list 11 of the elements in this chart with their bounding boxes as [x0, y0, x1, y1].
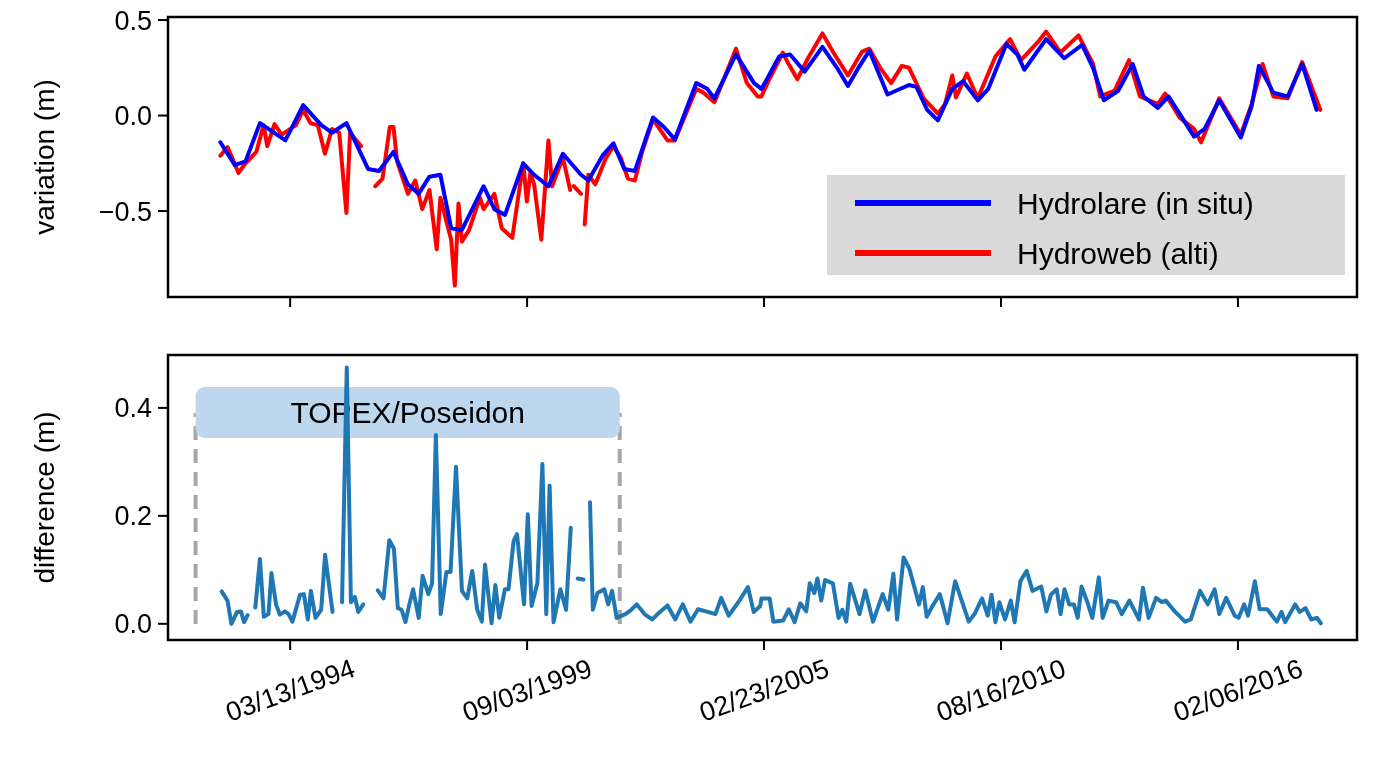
line-series: [218, 37, 1319, 233]
y-axis-title: variation (m): [28, 79, 60, 235]
y-tick-label: 0.5: [114, 5, 152, 36]
y-tick-label: 0.0: [114, 101, 152, 131]
y-tick-label: 0.0: [114, 609, 152, 640]
legend-label: Hydroweb (alti): [1017, 236, 1219, 270]
y-axis-title: difference (m): [28, 411, 60, 584]
y-tick-label: 0.4: [114, 393, 152, 424]
y-tick-label: −0.5: [98, 196, 152, 227]
legend-label: Hydrolare (in situ): [1017, 186, 1254, 220]
y-tick-label: 0.2: [114, 501, 152, 532]
